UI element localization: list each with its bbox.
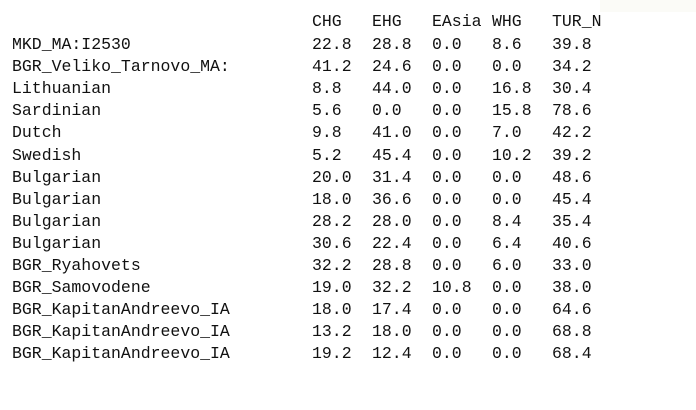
sample-name: BGR_KapitanAndreevo_IA bbox=[12, 322, 230, 342]
column-header: WHG bbox=[492, 12, 522, 31]
value-cell: 0.0 bbox=[432, 167, 462, 187]
value-cell: 32.2 bbox=[372, 278, 412, 298]
value-cell: 41.0 bbox=[372, 123, 412, 143]
value-cell: 48.6 bbox=[552, 167, 592, 187]
sample-name: BGR_Samovodene bbox=[12, 278, 151, 298]
value-cell: 0.0 bbox=[372, 101, 402, 121]
sample-name: Bulgarian bbox=[12, 167, 102, 187]
value-cell: 0.0 bbox=[492, 189, 522, 209]
value-cell: 0.0 bbox=[432, 344, 462, 364]
value-cell: 5.6 bbox=[312, 101, 342, 121]
value-cell: 42.2 bbox=[552, 123, 592, 143]
sample-name: Bulgarian bbox=[12, 211, 102, 231]
sample-name: Dutch bbox=[12, 123, 62, 143]
sample-name: Lithuanian bbox=[12, 79, 112, 99]
value-cell: 0.0 bbox=[492, 278, 522, 298]
value-cell: 68.4 bbox=[552, 344, 592, 364]
sample-name: Sardinian bbox=[12, 101, 102, 121]
value-cell: 0.0 bbox=[492, 344, 522, 364]
sample-name: Swedish bbox=[12, 145, 82, 165]
value-cell: 41.2 bbox=[312, 57, 352, 77]
value-cell: 8.8 bbox=[312, 79, 342, 99]
value-cell: 28.0 bbox=[372, 211, 412, 231]
sample-name: Bulgarian bbox=[12, 233, 102, 253]
value-cell: 18.0 bbox=[312, 300, 352, 320]
value-cell: 0.0 bbox=[432, 123, 462, 143]
value-cell: 39.8 bbox=[552, 35, 592, 54]
value-cell: 0.0 bbox=[432, 101, 462, 121]
value-cell: 31.4 bbox=[372, 167, 412, 187]
value-cell: 22.8 bbox=[312, 35, 352, 54]
value-cell: 38.0 bbox=[552, 278, 592, 298]
value-cell: 0.0 bbox=[492, 167, 522, 187]
sample-name: BGR_Veliko_Tarnovo_MA: bbox=[12, 57, 230, 77]
value-cell: 44.0 bbox=[372, 79, 412, 99]
sample-name: MKD_MA:I2530 bbox=[12, 35, 131, 54]
value-cell: 15.8 bbox=[492, 101, 532, 121]
value-cell: 28.2 bbox=[312, 211, 352, 231]
value-cell: 22.4 bbox=[372, 233, 412, 253]
value-cell: 6.0 bbox=[492, 256, 522, 275]
value-cell: 36.6 bbox=[372, 189, 412, 209]
value-cell: 0.0 bbox=[432, 57, 462, 77]
value-cell: 39.2 bbox=[552, 145, 592, 165]
value-cell: 0.0 bbox=[432, 35, 462, 54]
value-cell: 19.2 bbox=[312, 344, 352, 364]
value-cell: 20.0 bbox=[312, 167, 352, 187]
value-cell: 28.8 bbox=[372, 256, 412, 275]
sample-name: BGR_Ryahovets bbox=[12, 256, 141, 275]
column-header: EHG bbox=[372, 12, 402, 31]
value-cell: 0.0 bbox=[432, 189, 462, 209]
value-cell: 33.0 bbox=[552, 256, 592, 275]
value-cell: 64.6 bbox=[552, 300, 592, 320]
value-cell: 0.0 bbox=[432, 233, 462, 253]
value-cell: 32.2 bbox=[312, 256, 352, 275]
column-header: EAsia bbox=[432, 12, 482, 31]
value-cell: 40.6 bbox=[552, 233, 592, 253]
value-cell: 78.6 bbox=[552, 101, 592, 121]
value-cell: 10.2 bbox=[492, 145, 532, 165]
value-cell: 8.6 bbox=[492, 35, 522, 54]
sample-name: BGR_KapitanAndreevo_IA bbox=[12, 344, 230, 364]
value-cell: 12.4 bbox=[372, 344, 412, 364]
value-cell: 24.6 bbox=[372, 57, 412, 77]
value-cell: 35.4 bbox=[552, 211, 592, 231]
value-cell: 0.0 bbox=[492, 300, 522, 320]
value-cell: 0.0 bbox=[492, 57, 522, 77]
value-cell: 0.0 bbox=[432, 322, 462, 342]
value-cell: 16.8 bbox=[492, 79, 532, 99]
value-cell: 18.0 bbox=[372, 322, 412, 342]
value-cell: 6.4 bbox=[492, 233, 522, 253]
value-cell: 68.8 bbox=[552, 322, 592, 342]
value-cell: 28.8 bbox=[372, 35, 412, 54]
value-cell: 18.0 bbox=[312, 189, 352, 209]
value-cell: 8.4 bbox=[492, 211, 522, 231]
value-cell: 9.8 bbox=[312, 123, 342, 143]
value-cell: 45.4 bbox=[552, 189, 592, 209]
value-cell: 5.2 bbox=[312, 145, 342, 165]
value-cell: 30.4 bbox=[552, 79, 592, 99]
value-cell: 10.8 bbox=[432, 278, 472, 298]
value-cell: 0.0 bbox=[432, 79, 462, 99]
value-cell: 0.0 bbox=[492, 322, 522, 342]
value-cell: 34.2 bbox=[552, 57, 592, 77]
column-header: CHG bbox=[312, 12, 342, 31]
value-cell: 30.6 bbox=[312, 233, 352, 253]
sample-name: BGR_KapitanAndreevo_IA bbox=[12, 300, 230, 320]
value-cell: 0.0 bbox=[432, 300, 462, 320]
value-cell: 0.0 bbox=[432, 256, 462, 275]
value-cell: 45.4 bbox=[372, 145, 412, 165]
value-cell: 19.0 bbox=[312, 278, 352, 298]
sample-name: Bulgarian bbox=[12, 189, 102, 209]
value-cell: 13.2 bbox=[312, 322, 352, 342]
value-cell: 7.0 bbox=[492, 123, 522, 143]
value-cell: 17.4 bbox=[372, 300, 412, 320]
column-header: TUR_N bbox=[552, 12, 602, 31]
window-edge bbox=[600, 0, 696, 12]
value-cell: 0.0 bbox=[432, 145, 462, 165]
value-cell: 0.0 bbox=[432, 211, 462, 231]
